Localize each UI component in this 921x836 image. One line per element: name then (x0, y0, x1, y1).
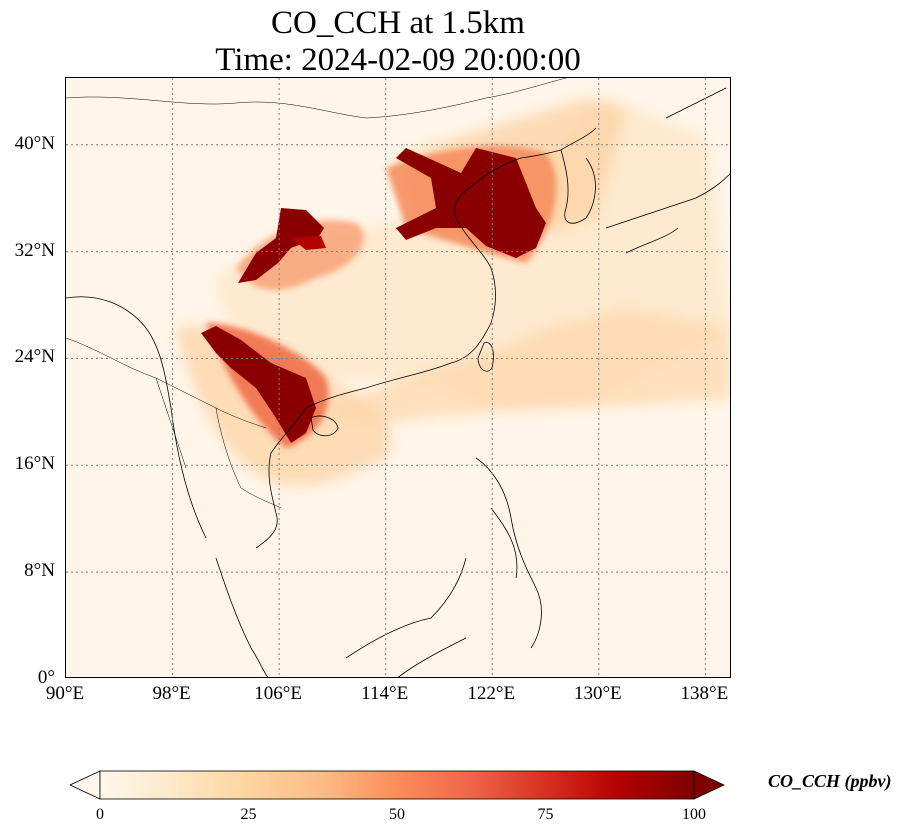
lon-tick-label: 138°E (680, 683, 729, 704)
concentration-field (176, 98, 730, 487)
plume-west-high (238, 208, 324, 283)
plume-north-high (396, 148, 546, 258)
borneo-coastline (345, 557, 467, 677)
colorbar-gradient (99, 770, 695, 800)
colorbar-label: CO_CCH (ppbv) (768, 771, 892, 791)
lon-tick-label: 98°E (152, 683, 191, 704)
plume-east-coast (326, 308, 730, 423)
map-time-subtitle: Time: 2024-02-09 20:00:00 (215, 42, 581, 78)
plume-west-spot (291, 236, 326, 250)
korea-coastline (560, 149, 596, 224)
lat-tick-label: 16°N (14, 453, 55, 475)
map-panel (65, 77, 731, 678)
china-coastline (305, 127, 597, 409)
colorbar-tick-label: 0 (96, 806, 104, 823)
colorbar-tick-label: 75 (537, 806, 554, 823)
lon-tick-label: 90°E (45, 683, 85, 704)
plume-west-medium (236, 220, 364, 290)
borders (66, 78, 567, 509)
map-canvas (66, 78, 730, 677)
lon-tick-label: 106°E (254, 683, 302, 704)
colorbar-tick-label: 100 (682, 806, 706, 823)
map-title: CO_CCH at 1.5km (271, 5, 525, 41)
lon-tick-label: 130°E (573, 683, 622, 704)
lat-tick-label: 8°N (24, 560, 55, 582)
malay-coastline (215, 557, 269, 677)
philippines-coastline (475, 457, 542, 649)
plume-south-high (201, 326, 316, 443)
hainan-island (310, 415, 339, 437)
gridlines (66, 78, 730, 677)
colorbar-extend-high (693, 770, 725, 800)
lat-tick-label: 40°N (14, 132, 55, 154)
lat-tick-label: 0° (37, 667, 55, 688)
lon-tick-label: 122°E (467, 683, 516, 704)
colorbar (70, 770, 725, 800)
lat-tick-label: 24°N (14, 346, 55, 368)
lon-tick-label: 114°E (361, 683, 409, 704)
colorbar-extend-low (70, 770, 101, 800)
colorbar-tick-label: 25 (240, 806, 257, 823)
vietnam-coastline (255, 407, 307, 549)
lat-tick-label: 32°N (14, 239, 55, 261)
myanmar-coastline (66, 296, 207, 539)
colorbar-tick-label: 50 (389, 806, 405, 823)
japan-coastline (605, 87, 730, 254)
